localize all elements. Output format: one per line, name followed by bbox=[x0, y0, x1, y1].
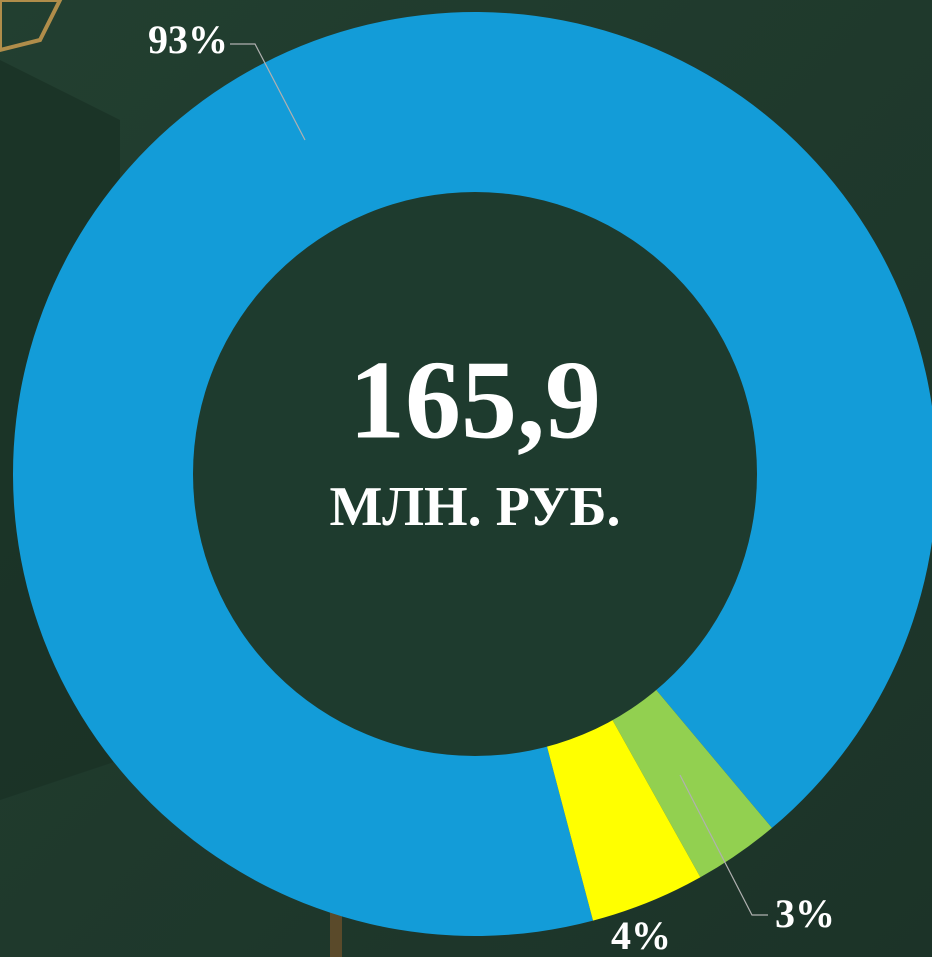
center-value: 165,9 bbox=[349, 339, 601, 463]
donut-hole bbox=[193, 192, 757, 756]
leader-line bbox=[230, 43, 306, 141]
data-label: 93% bbox=[148, 17, 228, 62]
center-unit: МЛН. РУБ. bbox=[329, 476, 620, 538]
data-label: 4% bbox=[611, 913, 671, 957]
data-label: 3% bbox=[775, 891, 835, 936]
frame-decoration bbox=[0, 0, 63, 53]
leader-line bbox=[679, 774, 768, 916]
